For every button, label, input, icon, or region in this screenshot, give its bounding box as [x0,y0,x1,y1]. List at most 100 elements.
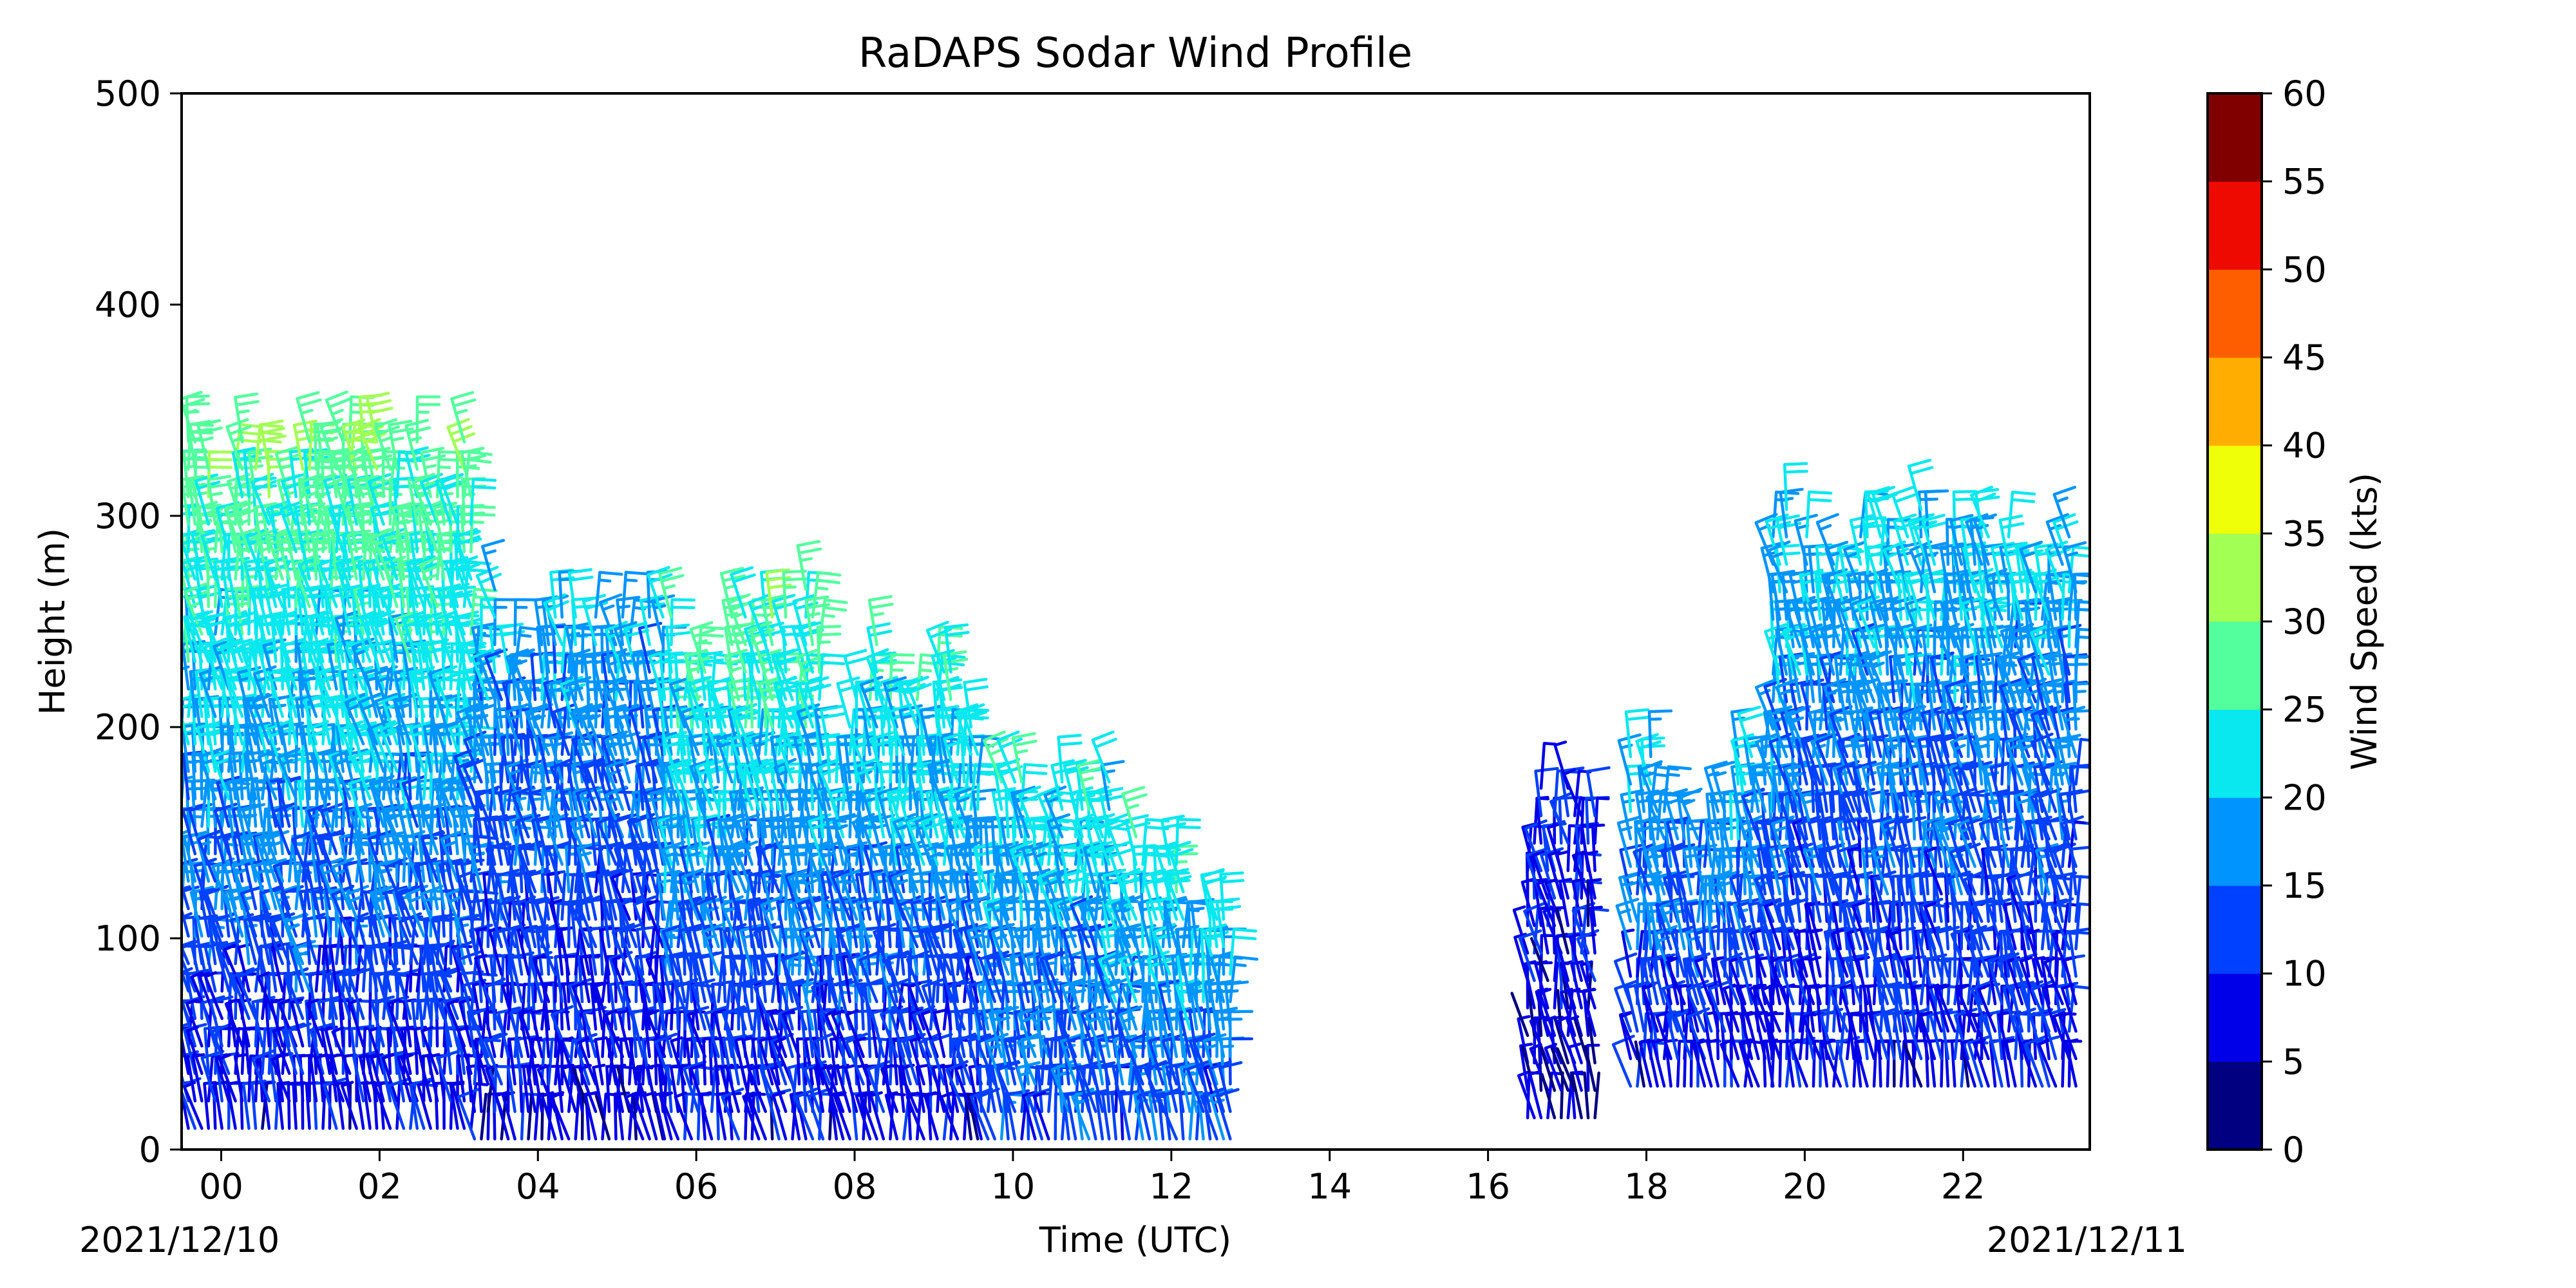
wind-barb [1926,983,1943,1033]
wind-barb [571,730,595,784]
wind-barb [719,567,746,619]
wind-barb [1539,1046,1557,1092]
wind-barb [1553,1018,1570,1065]
wind-barb [1662,765,1692,813]
wind-barb [527,1092,533,1141]
wind-barb [407,474,433,526]
wind-barb [457,1087,481,1141]
wind-barb [719,1063,734,1113]
wind-barb [495,1091,510,1141]
wind-barb [969,1087,993,1141]
wind-barb [2011,869,2034,923]
wind-barb [2052,486,2077,539]
wind-barb [182,1022,191,1075]
wind-barb [724,649,750,701]
wind-barb [266,527,292,581]
wind-barb [353,500,380,554]
wind-barb [344,692,368,746]
y-tick-label: 100 [95,918,161,959]
wind-barb [2074,655,2090,703]
wind-barb [205,721,232,773]
wind-barb [1180,952,1206,1003]
wind-barb [843,649,869,701]
wind-barb [1906,870,1930,923]
wind-barb [687,1009,706,1058]
wind-barb [366,446,392,498]
wind-barb [1970,485,1996,539]
wind-barb [919,704,944,756]
wind-barb [1547,850,1563,900]
wind-barb [940,1091,960,1141]
wind-barb [580,1092,584,1141]
wind-barb [204,971,223,1020]
wind-barb [254,422,284,471]
wind-barb [691,978,715,1031]
wind-barb [1953,1007,1978,1061]
wind-barb [596,869,621,921]
wind-barb [1830,929,1849,978]
wind-barb [899,1006,924,1058]
wind-barb [1091,730,1117,784]
wind-barb [698,1091,714,1141]
wind-barb [259,419,287,471]
wind-barb [933,1009,947,1058]
colorbar-tick-label: 50 [2282,249,2327,290]
wind-barb [531,1009,545,1058]
wind-barb [1921,569,1948,621]
wind-barb [1962,869,1986,923]
wind-barb [1550,1046,1570,1092]
wind-barb [873,896,897,949]
wind-barb [436,529,462,581]
wind-barb [1219,871,1245,921]
wind-barb [1540,1073,1557,1120]
wind-barb [207,475,233,526]
wind-barb [367,473,394,526]
wind-barb [954,1007,979,1058]
wind-barb [772,1091,788,1141]
wind-barb [1568,933,1583,982]
wind-barb [1876,952,1900,1005]
wind-barb [1229,955,1259,1003]
wind-barb [286,529,312,581]
wind-barb [982,730,1009,784]
colorbar-segment [2208,533,2262,622]
wind-barb [1560,1071,1564,1120]
wind-barb [561,1063,577,1113]
wind-barb [645,899,665,949]
wind-barb [1793,928,1808,978]
wind-barb [757,676,784,729]
wind-barb [942,650,969,701]
wind-barb [247,447,274,498]
date-end-label: 2021/12/11 [1987,1220,2187,1260]
wind-barb [1558,878,1573,927]
wind-barb [1822,1039,1842,1088]
wind-barb [1651,1038,1666,1088]
wind-barb [1539,742,1557,790]
wind-barb [1624,708,1651,759]
wind-barb [1832,901,1846,951]
wind-barb [550,1005,574,1058]
wind-barb [1593,1071,1600,1120]
wind-barb [182,912,193,965]
wind-barb [1175,817,1202,866]
wind-barb [511,648,535,701]
wind-barb [1121,786,1148,838]
wind-barb [399,502,426,554]
wind-barb [412,473,439,526]
wind-barb [182,775,193,828]
wind-barb [1823,677,1847,731]
wind-barb [1634,1040,1646,1088]
wind-barb [1157,978,1182,1031]
wind-barb [1583,1071,1590,1120]
wind-barb [529,703,553,756]
wind-barb [1924,846,1943,896]
wind-barb [1538,987,1557,1037]
wind-barb [1801,1011,1822,1061]
wind-barb [1789,679,1814,731]
wind-barb [635,868,659,921]
wind-barb [513,598,539,647]
wind-barb [374,1081,392,1130]
wind-barb [1765,870,1790,923]
wind-barb [2062,541,2087,594]
wind-barb [2061,705,2086,759]
